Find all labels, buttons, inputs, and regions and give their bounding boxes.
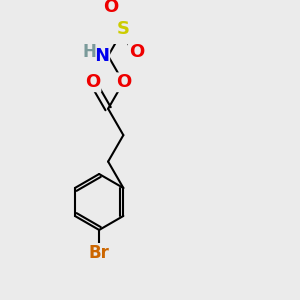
Text: Br: Br [89,244,110,262]
Text: N: N [94,47,109,65]
Text: O: O [103,0,118,16]
Text: O: O [116,73,131,91]
Text: H: H [82,43,96,61]
Text: S: S [117,20,130,38]
Text: O: O [129,43,144,61]
Text: O: O [85,73,100,91]
